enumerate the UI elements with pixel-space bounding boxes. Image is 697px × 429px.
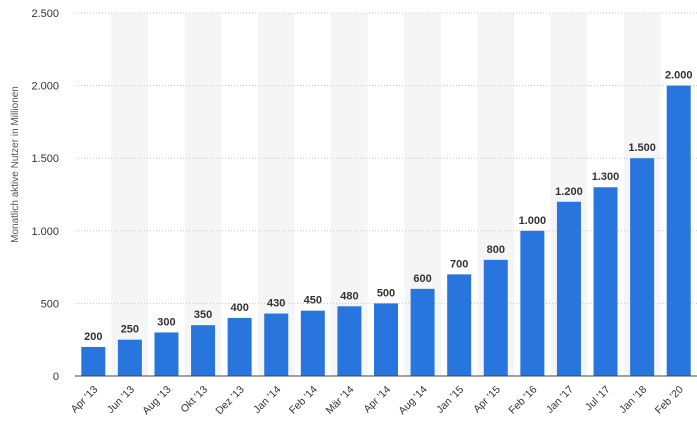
data-label: 800: [487, 244, 505, 256]
x-tick-label: Aug '13: [140, 384, 174, 418]
bar: [374, 303, 398, 376]
background-band: [111, 13, 149, 376]
x-tick-label: Jan '15: [434, 384, 466, 416]
bar: [337, 306, 362, 376]
data-label: 600: [413, 273, 431, 285]
data-label: 1.200: [555, 186, 583, 198]
data-label: 700: [450, 258, 468, 270]
bar: [593, 187, 618, 376]
x-tick-label: Jun '13: [105, 384, 137, 416]
x-tick-label: Jan '18: [617, 384, 649, 416]
x-tick-label: Apr '13: [69, 384, 101, 416]
data-label: 350: [194, 309, 212, 321]
bar: [483, 259, 508, 376]
data-label: 1.300: [592, 171, 620, 183]
data-label: 250: [121, 324, 139, 336]
bar: [666, 85, 691, 376]
data-label: 430: [267, 298, 285, 310]
bar: [300, 310, 325, 376]
data-label: 480: [340, 290, 358, 302]
x-tick-label: Feb '14: [287, 384, 320, 417]
x-tick-label: Jul '17: [583, 384, 613, 414]
data-label: 450: [304, 295, 322, 307]
data-label: 200: [84, 331, 102, 343]
bar: [520, 230, 545, 376]
bar: [81, 346, 106, 376]
bar: [630, 158, 655, 376]
bar: [556, 201, 581, 376]
bar: [447, 274, 472, 376]
x-tick-label: Jan '17: [544, 384, 576, 416]
x-tick-label: Mär '14: [324, 384, 357, 417]
x-tick-label: Aug '14: [396, 384, 430, 418]
bar: [227, 317, 252, 376]
y-tick-label: 1.500: [31, 153, 59, 165]
y-tick-label: 500: [41, 298, 59, 310]
y-axis-ticks: 0 500 1.000 1.500 2.000 2.500: [31, 8, 59, 383]
background-band: [184, 13, 222, 376]
y-tick-label: 0: [53, 371, 59, 383]
x-tick-label: Apr '14: [361, 384, 393, 416]
x-tick-label: Jan '14: [251, 384, 283, 416]
x-tick-label: Feb '20: [653, 384, 686, 417]
bar: [410, 288, 435, 376]
bar: [117, 339, 142, 376]
bar: [191, 325, 216, 376]
x-axis-ticks: Apr '13 Jun '13 Aug '13 Okt '13 Dez '13 Jan '…: [69, 384, 686, 418]
data-label: 2.000: [665, 70, 693, 82]
y-axis-title: Monatlich aktive Nutzer in Millionen: [10, 86, 21, 243]
x-tick-label: Dez '13: [213, 384, 247, 418]
y-tick-label: 2.000: [31, 81, 59, 93]
data-label: 1.500: [628, 142, 656, 154]
x-tick-label: Okt '13: [178, 384, 210, 416]
data-label: 400: [230, 302, 248, 314]
bars: [81, 85, 691, 376]
data-label: 1.000: [519, 215, 547, 227]
y-tick-label: 1.000: [31, 226, 59, 238]
bar: [154, 332, 179, 376]
data-label: 300: [157, 316, 175, 328]
data-labels: 200 250 300 350 400 430 450 480 500 600 700 800 1.00…: [84, 70, 692, 343]
y-tick-label: 2.500: [31, 8, 59, 20]
data-label: 500: [377, 287, 395, 299]
bar: [264, 313, 289, 376]
x-tick-label: Apr '15: [471, 384, 503, 416]
x-tick-label: Feb '16: [506, 384, 539, 417]
